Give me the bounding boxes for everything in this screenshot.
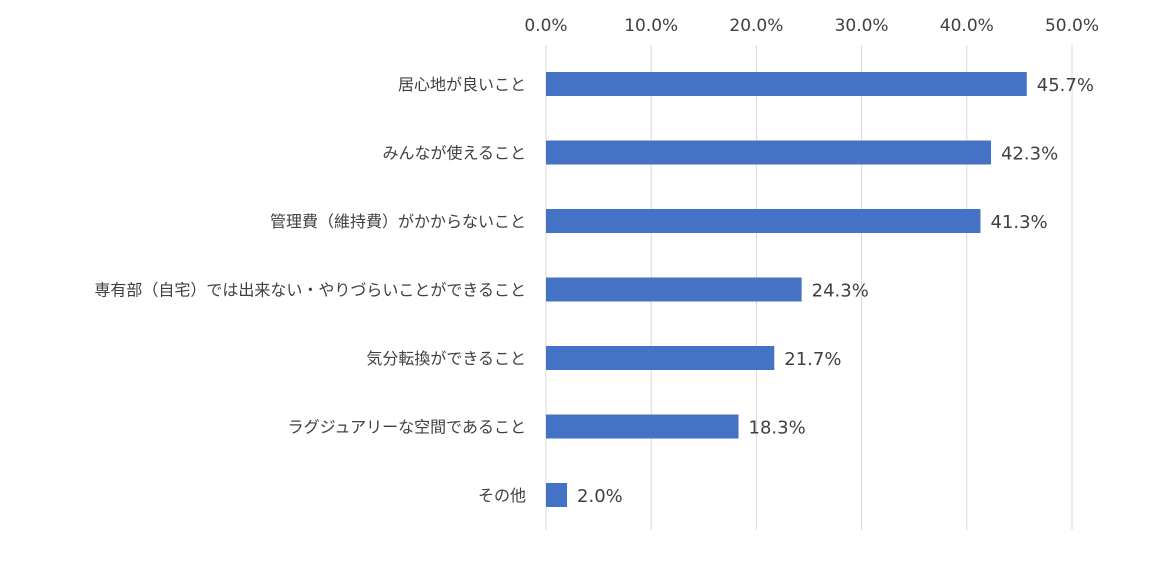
- x-tick-label: 20.0%: [729, 16, 783, 36]
- bar: [546, 414, 739, 439]
- bar: [546, 346, 775, 370]
- bar: [546, 483, 568, 507]
- data-label: 42.3%: [1001, 144, 1058, 165]
- data-label: 18.3%: [749, 418, 806, 439]
- x-tick-label: 10.0%: [624, 16, 678, 36]
- category-label: 気分転換ができること: [366, 349, 526, 368]
- x-tick-label: 50.0%: [1045, 16, 1099, 36]
- category-label: 管理費（維持費）がかからないこと: [270, 212, 526, 231]
- bar: [546, 140, 991, 165]
- category-label: ラグジュアリーな空間であること: [288, 418, 526, 437]
- category-label: 専有部（自宅）では出来ない・やりづらいことができること: [94, 281, 526, 300]
- bar: [546, 277, 802, 302]
- bars: [546, 72, 1027, 507]
- bar: [546, 209, 981, 233]
- data-label: 41.3%: [990, 212, 1047, 233]
- x-axis-ticks: 0.0% 10.0% 20.0% 30.0% 40.0% 50.0%: [524, 16, 1099, 36]
- category-label: みんなが使えること: [382, 144, 526, 163]
- data-label: 2.0%: [577, 486, 623, 507]
- bar: [546, 72, 1027, 96]
- data-labels: 45.7% 42.3% 41.3% 24.3% 21.7% 18.3% 2.0%: [577, 75, 1094, 507]
- category-labels: 居心地が良いことみんなが使えること管理費（維持費）がかからないこと専有部（自宅）…: [94, 75, 526, 505]
- x-tick-label: 0.0%: [524, 16, 567, 36]
- x-tick-label: 40.0%: [940, 16, 994, 36]
- category-label: 居心地が良いこと: [398, 75, 526, 94]
- data-label: 45.7%: [1037, 75, 1094, 96]
- data-label: 21.7%: [784, 349, 841, 370]
- x-tick-label: 30.0%: [835, 16, 889, 36]
- category-label: その他: [478, 486, 526, 505]
- data-label: 24.3%: [812, 281, 869, 302]
